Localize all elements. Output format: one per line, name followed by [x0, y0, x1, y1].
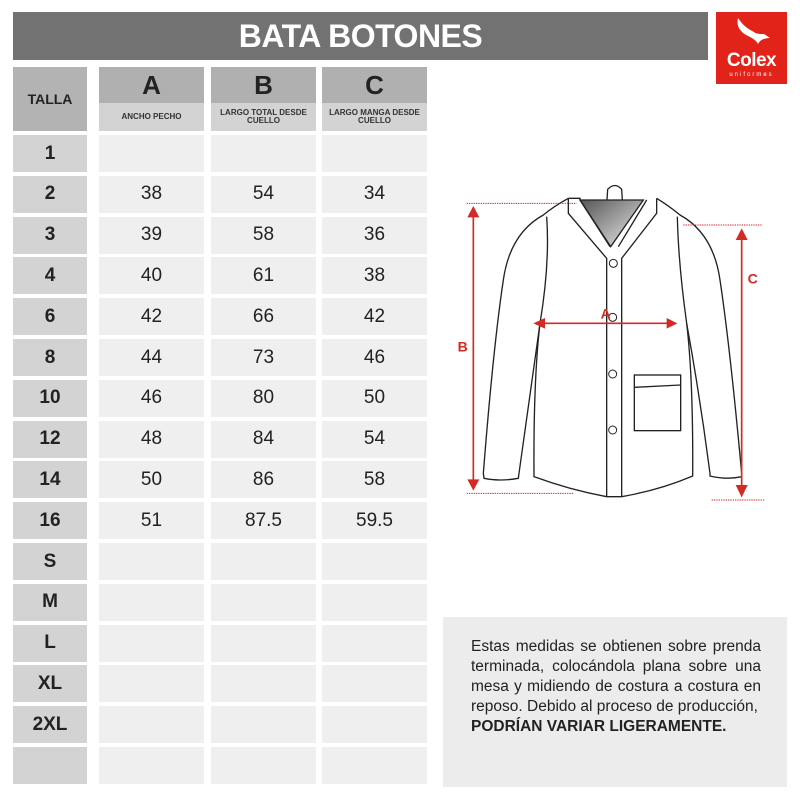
measurement-cell: [99, 543, 204, 580]
buttons: [608, 258, 618, 435]
size-cell: XL: [13, 665, 87, 703]
size-cell: L: [13, 624, 87, 662]
size-cell: 16: [13, 502, 87, 540]
measurement-cell: 61: [211, 257, 316, 295]
size-cell: 12: [13, 420, 87, 458]
measurement-cell: 54: [211, 175, 316, 213]
measurement-cell: [322, 624, 427, 662]
button-icon: [608, 258, 618, 268]
button-icon: [608, 312, 618, 322]
note-emphasis: PODRÍAN VARIAR LIGERAMENTE.: [471, 718, 727, 735]
measurement-cell: 46: [322, 339, 427, 376]
size-cell: 6: [13, 298, 87, 336]
measurement-note: Estas medidas se obtienen sobre prenda t…: [443, 617, 787, 787]
logo-subtitle: uniformes: [729, 72, 774, 78]
column-letter: B: [211, 67, 316, 103]
measurement-cell: 48: [99, 420, 204, 458]
column-letter: C: [322, 67, 427, 103]
size-column-header: TALLA: [13, 67, 87, 131]
measurement-cell: 66: [211, 298, 316, 336]
size-cell: S: [13, 543, 87, 580]
label-a: A: [601, 305, 611, 321]
measurement-cell: [99, 583, 204, 621]
measurement-cell: [211, 665, 316, 703]
measurement-cell: [322, 706, 427, 744]
measurement-cell: [322, 583, 427, 621]
button-icon: [608, 425, 618, 435]
size-cell: 8: [13, 339, 87, 376]
column-label: LARGO TOTAL DESDE CUELLO: [211, 103, 316, 131]
measurement-cell: 86: [211, 461, 316, 499]
button-icon: [608, 369, 618, 379]
size-cell: 4: [13, 257, 87, 295]
measurement-cell: [322, 543, 427, 580]
measurement-cell: 40: [99, 257, 204, 295]
measurement-cell: 73: [211, 339, 316, 376]
measurement-cell: [99, 624, 204, 662]
measurement-cell: [99, 135, 204, 172]
label-b: B: [458, 339, 468, 355]
size-cell: 2XL: [13, 706, 87, 744]
measurement-cell: 44: [99, 339, 204, 376]
jacket-outline: [482, 184, 743, 498]
measurement-cell: [99, 706, 204, 744]
size-cell: 3: [13, 216, 87, 254]
size-cell: 1: [13, 135, 87, 172]
measurement-cell: 34: [322, 175, 427, 213]
size-cell: 10: [13, 379, 87, 417]
measurement-cell: [322, 665, 427, 703]
measurement-cell: 46: [99, 379, 204, 417]
size-cell: M: [13, 583, 87, 621]
measurement-cell: 50: [99, 461, 204, 499]
measurement-cell: 58: [211, 216, 316, 254]
measurement-cell: [322, 135, 427, 172]
measurement-cell: [211, 135, 316, 172]
column-label: ANCHO PECHO: [99, 103, 204, 131]
measurement-cell: 54: [322, 420, 427, 458]
measurement-cell: [211, 747, 316, 784]
measurement-cell: 80: [211, 379, 316, 417]
label-c: C: [748, 270, 758, 286]
column-letter: A: [99, 67, 204, 103]
size-cell: 14: [13, 461, 87, 499]
measurement-cell: [211, 583, 316, 621]
measurement-cell: [211, 706, 316, 744]
logo-name: Colex: [726, 50, 777, 71]
bird-wing-icon: [737, 18, 770, 44]
measurement-cell: 51: [99, 502, 204, 540]
measurement-cell: 36: [322, 216, 427, 254]
measurement-cell: [211, 543, 316, 580]
measurement-cell: 42: [99, 298, 204, 336]
measurement-cell: 84: [211, 420, 316, 458]
jacket-diagram: A B C: [458, 184, 765, 501]
measurement-lines: [466, 202, 765, 501]
page-title: BATA BOTONES: [13, 12, 708, 60]
size-cell: [13, 747, 87, 784]
measurement-cell: [211, 624, 316, 662]
note-text: Estas medidas se obtienen sobre prenda t…: [471, 638, 761, 715]
measurement-cell: [99, 665, 204, 703]
measurement-cell: 42: [322, 298, 427, 336]
measurement-cell: 87.5: [211, 502, 316, 540]
measurement-cell: 38: [322, 257, 427, 295]
hanger-loop: [606, 184, 624, 206]
colex-logo: Colex uniformes: [716, 12, 787, 84]
measurement-cell: 50: [322, 379, 427, 417]
column-label: LARGO MANGA DESDE CUELLO: [322, 103, 427, 131]
measurement-cell: 58: [322, 461, 427, 499]
measurement-cell: [322, 747, 427, 784]
size-cell: 2: [13, 175, 87, 213]
measurement-cell: 38: [99, 175, 204, 213]
measurement-cell: [99, 747, 204, 784]
measurement-cell: 59.5: [322, 502, 427, 540]
measurement-cell: 39: [99, 216, 204, 254]
